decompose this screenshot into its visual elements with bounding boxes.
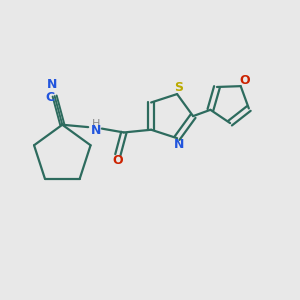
- Text: S: S: [174, 81, 183, 94]
- Text: N: N: [47, 78, 57, 91]
- Text: O: O: [112, 154, 123, 167]
- Text: N: N: [91, 124, 101, 137]
- Text: O: O: [239, 74, 250, 87]
- Text: N: N: [173, 138, 184, 151]
- Text: H: H: [92, 118, 101, 128]
- Text: C: C: [45, 91, 54, 104]
